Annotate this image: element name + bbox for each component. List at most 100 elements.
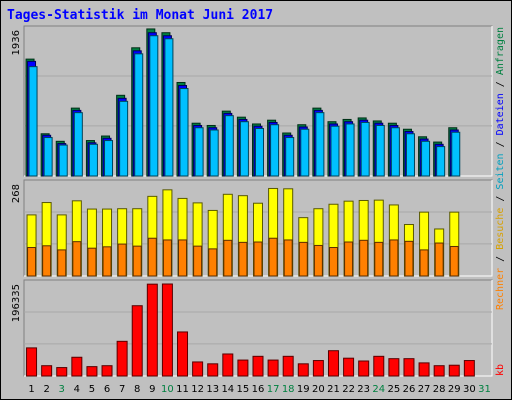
bar-rechner-day-10 bbox=[162, 239, 172, 277]
bar-seiten-day-2 bbox=[43, 137, 53, 177]
bar-kb-day-5 bbox=[86, 366, 98, 377]
bar-rechner-day-2 bbox=[42, 245, 52, 277]
bar-rechner-day-13 bbox=[208, 248, 218, 277]
bar-kb-day-24 bbox=[373, 355, 385, 377]
x-axis-day-label: 15 bbox=[237, 384, 250, 395]
bar-seiten-day-15 bbox=[239, 121, 249, 177]
bar-seiten-day-10 bbox=[164, 38, 174, 177]
x-axis-day-label: 20 bbox=[312, 384, 325, 395]
bar-seiten-day-8 bbox=[134, 53, 144, 177]
bar-rechner-day-22 bbox=[344, 241, 354, 277]
y-axis-label-visits-sites: 268 bbox=[11, 184, 22, 203]
bar-rechner-day-7 bbox=[117, 243, 127, 277]
bar-rechner-day-26 bbox=[404, 240, 414, 277]
x-axis-day-label: 26 bbox=[403, 384, 416, 395]
bar-seiten-day-26 bbox=[405, 133, 415, 177]
bar-seiten-day-25 bbox=[390, 127, 400, 177]
bar-kb-day-6 bbox=[101, 365, 113, 377]
bar-seiten-day-22 bbox=[345, 123, 355, 177]
legend-entry-: / bbox=[495, 135, 506, 153]
bar-kb-day-29 bbox=[448, 364, 460, 377]
chart-panels bbox=[23, 25, 493, 377]
bar-kb-day-7 bbox=[116, 340, 128, 377]
x-axis-day-label: 12 bbox=[191, 384, 204, 395]
legend-entry-: / bbox=[495, 190, 506, 208]
x-axis-day-label: 28 bbox=[433, 384, 446, 395]
x-axis-day-label: 8 bbox=[134, 384, 140, 395]
bar-rechner-day-8 bbox=[132, 245, 142, 277]
x-axis-day-label: 16 bbox=[252, 384, 265, 395]
bar-seiten-day-11 bbox=[179, 88, 189, 177]
x-axis-day-label: 19 bbox=[297, 384, 310, 395]
bar-rechner-day-3 bbox=[57, 249, 67, 277]
bar-seiten-day-29 bbox=[451, 131, 461, 177]
x-axis-day-label: 13 bbox=[206, 384, 219, 395]
y-axis-label-requests-files-pages: 1936 bbox=[11, 30, 22, 55]
bar-kb-day-15 bbox=[237, 359, 249, 377]
bar-seiten-day-20 bbox=[315, 112, 325, 177]
bar-kb-day-30 bbox=[463, 360, 475, 377]
bar-seiten-day-27 bbox=[421, 140, 431, 177]
bar-kb-day-3 bbox=[56, 367, 68, 377]
bar-kb-day-11 bbox=[177, 331, 189, 377]
x-axis-day-label: 29 bbox=[448, 384, 461, 395]
bar-seiten-day-3 bbox=[58, 144, 68, 177]
x-axis-day-label: 10 bbox=[161, 384, 174, 395]
legend-entry-: / bbox=[495, 75, 506, 93]
bar-seiten-day-19 bbox=[300, 128, 310, 177]
bar-rechner-day-9 bbox=[147, 237, 157, 277]
x-axis-day-label: 4 bbox=[74, 384, 80, 395]
bar-kb-day-4 bbox=[71, 356, 83, 377]
bar-rechner-day-28 bbox=[434, 242, 444, 277]
bar-kb-day-22 bbox=[343, 357, 355, 377]
x-axis-day-label: 27 bbox=[418, 384, 431, 395]
bar-rechner-day-23 bbox=[359, 239, 369, 277]
bar-kb-day-23 bbox=[358, 360, 370, 377]
bar-seiten-day-24 bbox=[375, 124, 385, 177]
bar-seiten-day-9 bbox=[149, 35, 159, 177]
bar-kb-day-26 bbox=[403, 358, 415, 377]
x-axis-day-label: 11 bbox=[176, 384, 189, 395]
x-axis-day-label: 2 bbox=[43, 384, 49, 395]
bar-seiten-day-18 bbox=[285, 137, 295, 177]
x-axis-day-label: 30 bbox=[463, 384, 476, 395]
legend-entry-: / bbox=[495, 250, 506, 268]
bar-seiten-day-23 bbox=[360, 121, 370, 177]
x-axis-day-label: 18 bbox=[282, 384, 295, 395]
bar-kb-day-1 bbox=[26, 347, 38, 377]
bar-rechner-day-21 bbox=[328, 247, 338, 277]
bar-seiten-day-6 bbox=[104, 140, 114, 177]
x-axis-day-label: 6 bbox=[104, 384, 110, 395]
bar-seiten-day-21 bbox=[330, 125, 340, 177]
bar-kb-day-18 bbox=[282, 355, 294, 377]
bar-seiten-day-17 bbox=[270, 124, 280, 177]
bar-kb-day-8 bbox=[131, 305, 143, 377]
x-axis-day-label: 7 bbox=[119, 384, 125, 395]
legend-entry-rechner: Rechner bbox=[495, 268, 506, 310]
x-axis-day-labels: 1 2 3 4 5 6 7 8 9 10 11 12 13 14 15 16 17 18 19 20 21 22 23 24 2… bbox=[28, 384, 490, 395]
bar-kb-day-13 bbox=[207, 363, 219, 377]
bar-seiten-day-28 bbox=[436, 146, 446, 177]
legend-entry-seiten: Seiten bbox=[495, 153, 506, 189]
bar-seiten-day-1 bbox=[28, 66, 38, 177]
x-axis-day-label: 31 bbox=[478, 384, 491, 395]
bar-rechner-day-1 bbox=[27, 247, 37, 277]
x-axis-day-label: 17 bbox=[267, 384, 280, 395]
legend-text: Rechner / Besuche / Seiten / Dateien / A… bbox=[495, 27, 506, 310]
bar-rechner-day-5 bbox=[87, 247, 97, 277]
x-axis-day-label: 1 bbox=[28, 384, 34, 395]
bar-kb-day-20 bbox=[312, 360, 324, 377]
bar-rechner-day-27 bbox=[419, 249, 429, 277]
bar-seiten-day-14 bbox=[224, 115, 234, 177]
bar-rechner-day-25 bbox=[389, 239, 399, 277]
legend-entry-besuche: Besuche bbox=[495, 208, 506, 250]
bar-kb-day-14 bbox=[222, 353, 234, 377]
bar-kb-day-2 bbox=[41, 365, 53, 377]
bar-seiten-day-4 bbox=[73, 112, 83, 177]
x-axis-day-label: 24 bbox=[372, 384, 385, 395]
y-axis-labels: 1936 268 196335 bbox=[11, 30, 22, 322]
legend-entry-anfragen: Anfragen bbox=[495, 27, 506, 75]
bar-kb-day-25 bbox=[388, 358, 400, 377]
bar-kb-day-9 bbox=[146, 283, 158, 377]
bar-rechner-day-4 bbox=[72, 241, 82, 277]
